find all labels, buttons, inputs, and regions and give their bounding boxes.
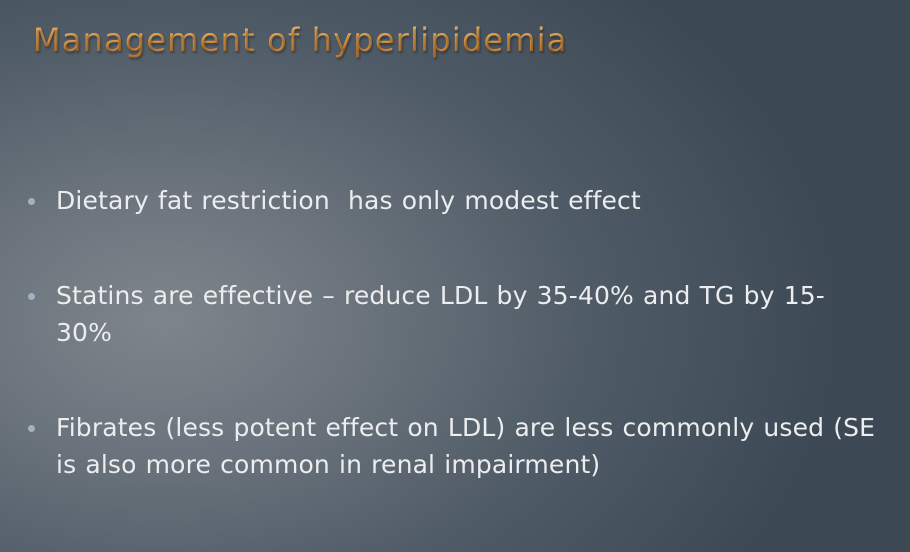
bullet-list: Dietary fat restriction has only modest … <box>26 182 876 483</box>
bullet-dot-icon <box>28 425 35 432</box>
bullet-text: Statins are effective – reduce LDL by 35… <box>56 281 825 347</box>
bullet-dot-icon <box>28 198 35 205</box>
bullet-text: Fibrates (less potent effect on LDL) are… <box>56 413 876 479</box>
bullet-text: Dietary fat restriction has only modest … <box>56 186 641 215</box>
slide-title: Management of hyperlipidemia <box>33 18 568 62</box>
bullet-item: Fibrates (less potent effect on LDL) are… <box>26 409 876 483</box>
bullet-item: Dietary fat restriction has only modest … <box>26 182 876 219</box>
bullet-item: Statins are effective – reduce LDL by 35… <box>26 277 876 351</box>
bullet-dot-icon <box>28 293 35 300</box>
